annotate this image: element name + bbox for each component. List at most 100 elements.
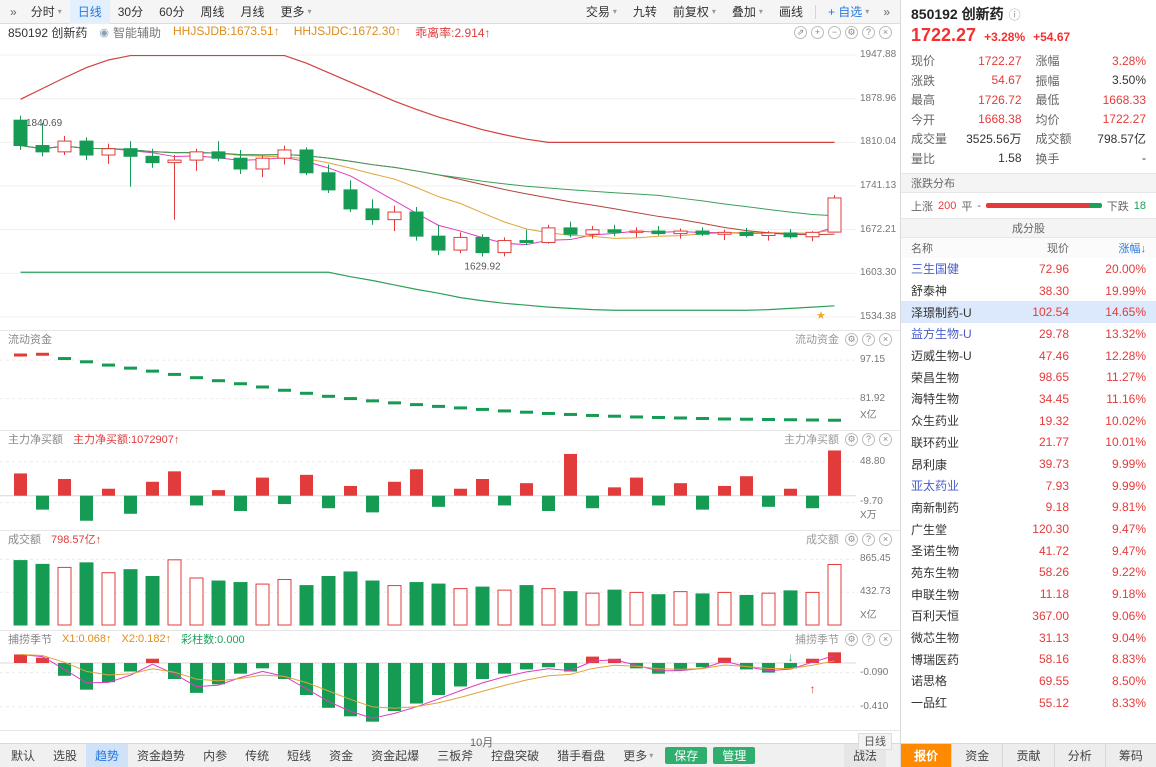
panel-title-turnover[interactable]: 成交额: [8, 534, 41, 546]
table-row[interactable]: 申联生物 11.18 9.18%: [901, 583, 1156, 605]
minus-icon[interactable]: −: [828, 26, 841, 39]
tool-button-前复权[interactable]: 前复权 ▾: [665, 0, 724, 24]
manage-button[interactable]: 管理: [713, 747, 756, 764]
table-row[interactable]: 泽璟制药-U 102.54 14.65%: [901, 301, 1156, 324]
stock-name: 微芯生物: [911, 631, 960, 646]
strategy-tab-短线[interactable]: 短线: [278, 744, 320, 767]
help-icon[interactable]: ?: [862, 432, 875, 446]
strategy-tab-传统[interactable]: 传统: [236, 744, 278, 767]
period-tab-周线[interactable]: 周线: [192, 0, 232, 24]
strategy-tab-资金起爆[interactable]: 资金起爆: [362, 744, 428, 767]
strategy-tab-选股[interactable]: 选股: [44, 744, 86, 767]
quote-tab-分析[interactable]: 分析: [1053, 744, 1105, 767]
strategy-tab-内参[interactable]: 内参: [194, 744, 236, 767]
quote-tab-资金[interactable]: 资金: [951, 744, 1003, 767]
strategy-tab-资金[interactable]: 资金: [320, 744, 362, 767]
column-pct-sort[interactable]: 涨幅↓: [1118, 243, 1147, 255]
panel-title-flow-funds[interactable]: 流动资金: [8, 334, 52, 346]
strategy-tab-更多[interactable]: 更多 ▾: [614, 744, 662, 767]
close-icon[interactable]: ×: [879, 432, 892, 446]
close-icon[interactable]: ×: [879, 26, 892, 39]
stock-name: 海特生物: [911, 392, 960, 407]
tool-button-画线[interactable]: 画线: [771, 0, 811, 24]
gear-icon[interactable]: ⚙: [845, 532, 858, 546]
stock-change-pct: 10.02%: [1105, 413, 1146, 428]
expand-icon[interactable]: »: [883, 4, 890, 19]
column-price[interactable]: 现价: [1047, 243, 1069, 255]
table-row[interactable]: 百利天恒 367.00 9.06%: [901, 605, 1156, 627]
strategy-tab-默认[interactable]: 默认: [2, 744, 44, 767]
tool-button-九转[interactable]: 九转: [625, 0, 665, 24]
save-button[interactable]: 保存: [665, 747, 708, 764]
period-tab-月线[interactable]: 月线: [232, 0, 272, 24]
strategy-tab-三板斧[interactable]: 三板斧: [428, 744, 482, 767]
table-row[interactable]: 众生药业 19.32 10.02%: [901, 410, 1156, 432]
help-icon[interactable]: ?: [862, 332, 875, 346]
table-row[interactable]: 南新制药 9.18 9.81%: [901, 497, 1156, 519]
share-icon[interactable]: ⇗: [794, 26, 807, 39]
help-icon[interactable]: ?: [862, 26, 875, 39]
table-row[interactable]: 微芯生物 31.13 9.04%: [901, 627, 1156, 649]
table-row[interactable]: 三生国健 72.96 20.00%: [901, 258, 1156, 280]
axis-period-tab[interactable]: 日线: [858, 733, 892, 750]
caret-down-icon: ▾: [758, 7, 763, 16]
table-row[interactable]: 苑东生物 58.26 9.22%: [901, 562, 1156, 584]
stock-name: 申联生物: [911, 587, 960, 602]
panel-title-season[interactable]: 捕捞季节: [8, 634, 52, 646]
table-row[interactable]: 荣昌生物 98.65 11.27%: [901, 366, 1156, 388]
indicator-value: HHJSJDC:1672.30↑: [293, 24, 402, 38]
table-row[interactable]: 广生堂 120.30 9.47%: [901, 518, 1156, 540]
plus-icon[interactable]: +: [811, 26, 824, 39]
add-watchlist-button[interactable]: + 自选 ▾: [820, 0, 877, 24]
strategy-label: 传统: [245, 749, 270, 763]
period-tab-分时[interactable]: 分时 ▾: [23, 0, 70, 24]
table-row[interactable]: 圣诺生物 41.72 9.47%: [901, 540, 1156, 562]
help-icon[interactable]: ?: [862, 632, 875, 646]
close-icon[interactable]: ×: [879, 532, 892, 546]
help-icon[interactable]: ?: [862, 532, 875, 546]
gear-icon[interactable]: ⚙: [845, 632, 858, 646]
gear-icon[interactable]: ⚙: [845, 332, 858, 346]
quote-tab-筹码[interactable]: 筹码: [1104, 744, 1156, 767]
collapse-icon[interactable]: »: [10, 4, 17, 19]
period-tab-日线[interactable]: 日线: [69, 0, 110, 24]
table-row[interactable]: 一品红 55.12 8.33%: [901, 692, 1156, 714]
smart-assist-toggle[interactable]: ◉ 智能辅助: [99, 24, 161, 41]
table-row[interactable]: 联环药业 21.77 10.01%: [901, 432, 1156, 454]
column-name[interactable]: 名称: [911, 243, 933, 255]
info-icon[interactable]: ⓘ: [1008, 7, 1021, 22]
turnover-chart[interactable]: [0, 547, 856, 627]
stock-name: 广生堂: [911, 522, 948, 537]
main-candlestick-chart[interactable]: 1840.69 1629.92 ★: [0, 41, 856, 331]
quote-tab-报价[interactable]: 报价: [900, 744, 952, 767]
table-row[interactable]: 昂利康 39.73 9.99%: [901, 453, 1156, 475]
strategy-tab-控盘突破[interactable]: 控盘突破: [482, 744, 548, 767]
period-tab-30分[interactable]: 30分: [110, 0, 151, 24]
period-tab-更多[interactable]: 更多 ▾: [272, 0, 319, 24]
panel-title-turnover-right: 成交额: [806, 534, 839, 546]
panel-title-main-force[interactable]: 主力净买额: [8, 434, 63, 446]
gear-icon[interactable]: ⚙: [845, 432, 858, 446]
main-force-chart[interactable]: [0, 447, 856, 527]
table-row[interactable]: 博瑞医药 58.16 8.83%: [901, 648, 1156, 670]
gear-icon[interactable]: ⚙: [845, 26, 858, 39]
table-row[interactable]: 舒泰神 38.30 19.99%: [901, 280, 1156, 302]
strategy-tab-趋势[interactable]: 趋势: [86, 744, 129, 767]
tool-button-叠加[interactable]: 叠加 ▾: [724, 0, 771, 24]
period-tab-60分[interactable]: 60分: [151, 0, 192, 24]
table-row[interactable]: 海特生物 34.45 11.16%: [901, 388, 1156, 410]
season-chart[interactable]: ↓↑: [0, 647, 856, 727]
table-row[interactable]: 诺思格 69.55 8.50%: [901, 670, 1156, 692]
close-icon[interactable]: ×: [879, 632, 892, 646]
table-row[interactable]: 迈威生物-U 47.46 12.28%: [901, 345, 1156, 367]
close-icon[interactable]: ×: [879, 332, 892, 346]
table-row[interactable]: 亚太药业 7.93 9.99%: [901, 475, 1156, 497]
flow-funds-chart[interactable]: [0, 347, 856, 427]
stock-change-pct: 20.00%: [1105, 261, 1146, 276]
strategy-tab-猎手看盘[interactable]: 猎手看盘: [548, 744, 614, 767]
quote-tab-贡献[interactable]: 贡献: [1002, 744, 1054, 767]
tool-button-交易[interactable]: 交易 ▾: [578, 0, 625, 24]
panel-icons: ⚙? ×: [845, 332, 892, 346]
table-row[interactable]: 益方生物-U 29.78 13.32%: [901, 323, 1156, 345]
strategy-tab-资金趋势[interactable]: 资金趋势: [128, 744, 194, 767]
